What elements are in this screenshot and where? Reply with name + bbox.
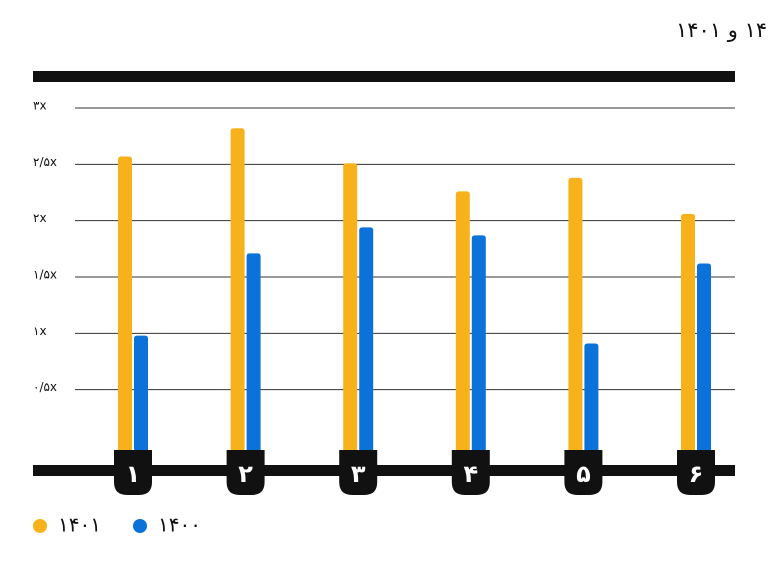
bar bbox=[584, 343, 599, 456]
legend-swatch bbox=[33, 519, 47, 533]
x-tick-label: ۲ bbox=[238, 460, 253, 488]
x-tick-label: ۴ bbox=[463, 460, 478, 488]
legend-label: ۱۴۰۰ bbox=[158, 513, 201, 537]
y-tick-label: ۱/۵x bbox=[33, 268, 57, 282]
bar bbox=[246, 253, 261, 456]
category-badge bbox=[451, 450, 490, 495]
bar bbox=[359, 227, 374, 456]
y-tick-label: ۱x bbox=[33, 324, 47, 338]
bar bbox=[681, 213, 695, 456]
legend-swatch bbox=[133, 519, 147, 533]
baseline-bar bbox=[33, 465, 735, 476]
x-tick-label: ۱ bbox=[126, 460, 141, 488]
bar bbox=[697, 263, 711, 456]
bar bbox=[471, 235, 486, 456]
category-badge bbox=[677, 450, 715, 495]
bar bbox=[118, 156, 132, 457]
x-tick-label: ۳ bbox=[351, 460, 366, 488]
legend-label: ۱۴۰۱ bbox=[58, 513, 101, 537]
chart-title: رشد خرید تورهای داخلی در نیمه اول سال ۱۴… bbox=[676, 18, 770, 42]
y-tick-label: ۰/۵x bbox=[33, 380, 57, 394]
y-tick-label: ۲/۵x bbox=[33, 155, 57, 169]
x-tick-label: ۵ bbox=[576, 460, 591, 488]
bar bbox=[230, 128, 245, 456]
top-bar bbox=[33, 71, 735, 82]
y-tick-label: ۳x bbox=[33, 99, 47, 113]
bar bbox=[568, 177, 583, 456]
category-badge bbox=[114, 450, 152, 495]
category-badge bbox=[339, 450, 378, 495]
bar bbox=[455, 191, 470, 456]
y-tick-label: ۲x bbox=[33, 211, 47, 225]
bar bbox=[343, 163, 358, 456]
x-tick-label: ۶ bbox=[689, 460, 704, 488]
bar bbox=[134, 335, 148, 456]
category-badge bbox=[226, 450, 265, 495]
category-badge bbox=[564, 450, 603, 495]
